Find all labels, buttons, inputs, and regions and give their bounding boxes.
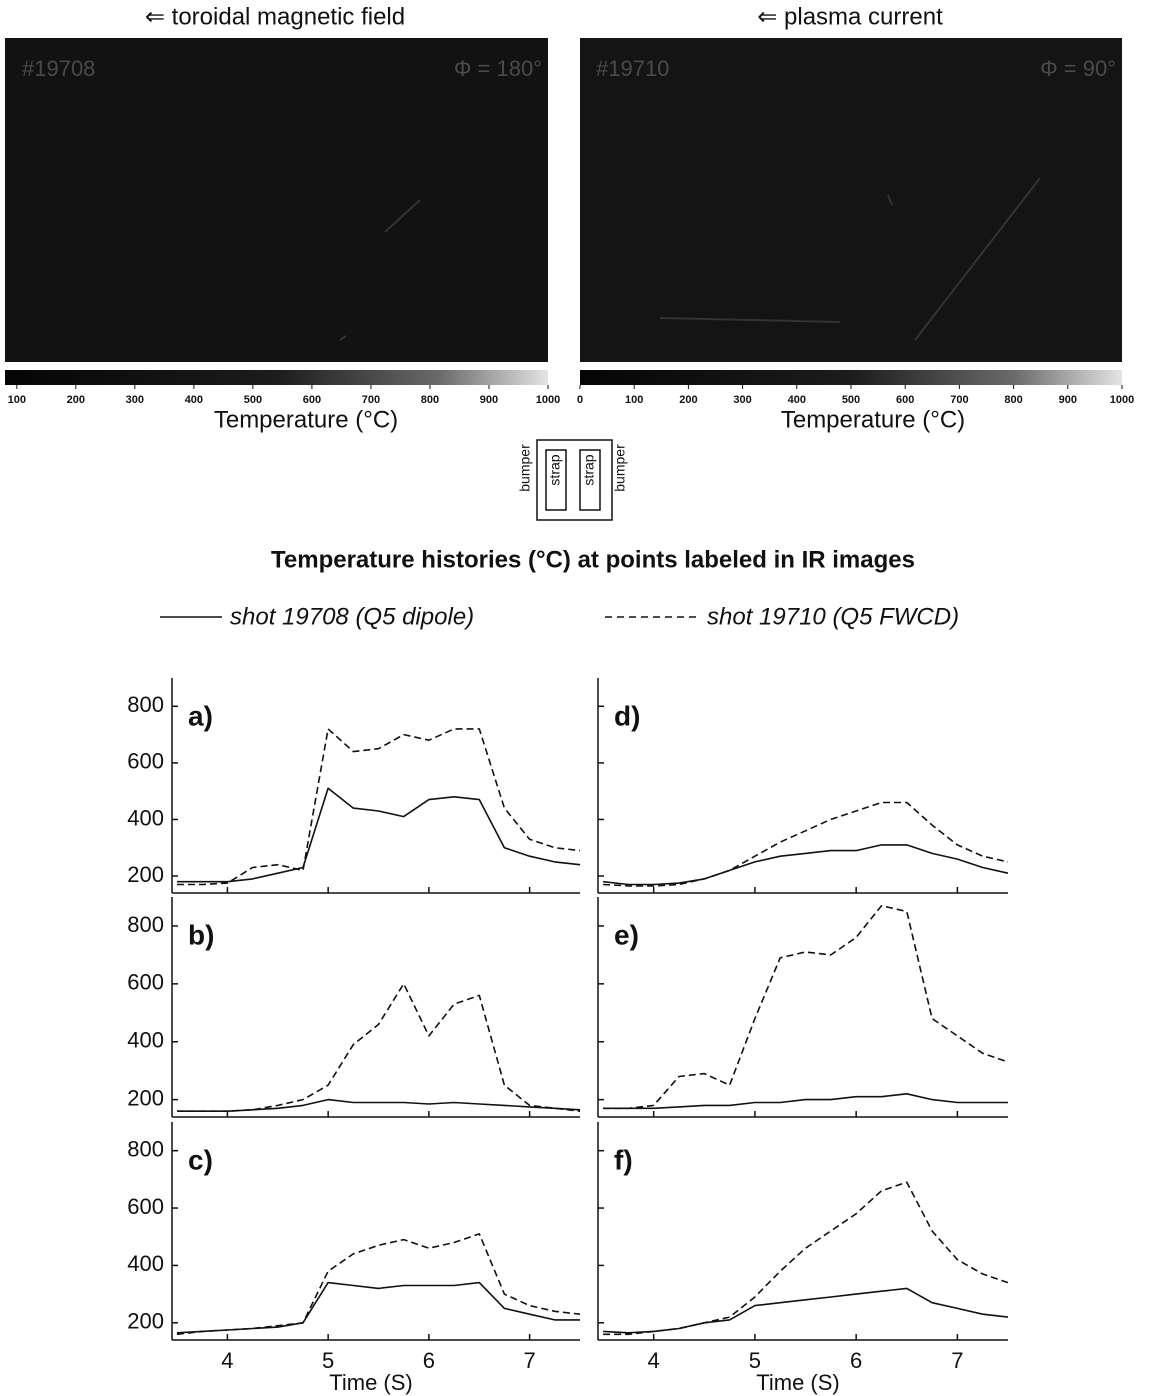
series-line: [177, 787, 581, 883]
series-line: [176, 1281, 580, 1334]
colorbar-tick-label: 300: [733, 394, 751, 406]
ir-image: [580, 38, 1122, 362]
series-line: [176, 1233, 581, 1336]
colorbar-tick-label: 200: [67, 394, 85, 406]
shot-label: #19710: [596, 56, 669, 81]
colorbar-label: Temperature (°C): [781, 406, 965, 433]
diagram-frame: [536, 439, 613, 521]
y-tick-label: 600: [127, 970, 164, 995]
colorbar-tick-label: 900: [1059, 394, 1077, 406]
shot-label: #19708: [22, 56, 95, 81]
y-tick-label: 200: [127, 862, 164, 887]
colorbar-tick-label: 300: [126, 394, 144, 406]
colorbar-tick-label: 600: [896, 394, 914, 406]
y-tick-label: 800: [127, 692, 164, 717]
x-tick-label: 5: [322, 1348, 334, 1373]
colorbar-tick-label: 0: [577, 394, 583, 406]
colorbar-tick-label: 400: [185, 394, 203, 406]
panel-label: d): [614, 700, 640, 731]
x-axis-label: Time (S): [756, 1370, 840, 1395]
diagram-label: strap: [581, 454, 597, 485]
colorbar: [5, 370, 548, 385]
figure-title: Temperature histories (°C) at points lab…: [271, 546, 915, 573]
diagram-label: bumper: [517, 444, 533, 492]
panel-label: a): [188, 700, 213, 731]
strap-box: [579, 449, 601, 511]
legend-label: shot 19710 (Q5 FWCD): [707, 603, 959, 630]
y-tick-label: 800: [127, 912, 164, 937]
colorbar-tick-label: 1000: [536, 394, 560, 406]
y-tick-label: 400: [127, 1251, 164, 1276]
y-tick-label: 600: [127, 1194, 164, 1219]
colorbar-tick-label: 600: [303, 394, 321, 406]
series-line: [603, 844, 1009, 886]
diagram-label: strap: [547, 454, 563, 485]
colorbar-tick-label: 200: [679, 394, 697, 406]
colorbar-tick-label: 100: [8, 394, 26, 406]
x-tick-label: 7: [524, 1348, 536, 1373]
series-line: [603, 1287, 1009, 1334]
y-tick-label: 600: [127, 749, 164, 774]
colorbar-tick-label: 800: [1004, 394, 1022, 406]
strap-box: [545, 449, 567, 511]
panel-label: b): [188, 919, 214, 950]
y-tick-label: 400: [127, 805, 164, 830]
colorbar-tick-label: 700: [362, 394, 380, 406]
series-line: [177, 728, 581, 886]
x-tick-label: 6: [850, 1348, 862, 1373]
x-tick-label: 7: [951, 1348, 963, 1373]
colorbar: [580, 370, 1122, 385]
diagram-label: bumper: [612, 444, 628, 492]
x-tick-label: 6: [423, 1348, 435, 1373]
series-line: [603, 1093, 1008, 1110]
angle-label: Φ = 90°: [1040, 56, 1116, 81]
x-tick-label: 4: [648, 1348, 660, 1373]
series-line: [177, 1098, 581, 1112]
ir-image: [5, 38, 548, 362]
angle-label: Φ = 180°: [454, 56, 542, 81]
colorbar-tick-label: 800: [421, 394, 439, 406]
legend-label: shot 19708 (Q5 dipole): [230, 603, 474, 630]
x-tick-label: 5: [749, 1348, 761, 1373]
image-title: ⇐ plasma current: [757, 3, 943, 30]
x-axis-label: Time (S): [329, 1370, 413, 1395]
series-line: [603, 1181, 1009, 1336]
y-tick-label: 200: [127, 1085, 164, 1110]
panel-label: c): [188, 1144, 213, 1175]
colorbar-tick-label: 500: [244, 394, 262, 406]
series-line: [177, 983, 581, 1112]
series-line: [603, 801, 1009, 887]
y-tick-label: 800: [127, 1136, 164, 1161]
y-tick-label: 400: [127, 1028, 164, 1053]
colorbar-tick-label: 400: [788, 394, 806, 406]
ir-features: [339, 177, 1041, 341]
y-tick-label: 200: [127, 1309, 164, 1334]
colorbar-tick-label: 700: [950, 394, 968, 406]
panel-label: e): [614, 919, 639, 950]
colorbar-tick-label: 100: [625, 394, 643, 406]
series-line: [603, 904, 1009, 1110]
colorbar-tick-label: 1000: [1110, 394, 1134, 406]
colorbar-label: Temperature (°C): [214, 406, 398, 433]
image-title: ⇐ toroidal magnetic field: [145, 3, 405, 30]
x-tick-label: 4: [221, 1348, 233, 1373]
colorbar-tick-label: 900: [480, 394, 498, 406]
panel-label: f): [614, 1144, 633, 1175]
colorbar-tick-label: 500: [842, 394, 860, 406]
